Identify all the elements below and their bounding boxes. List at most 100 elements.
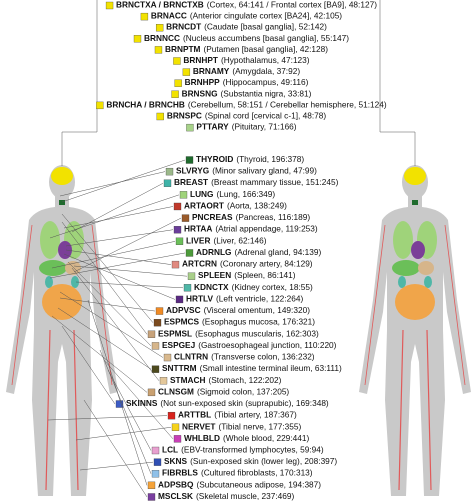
row-label: BREAST (Breast mammary tissue, 151:245) [174, 177, 339, 187]
color-swatch [165, 167, 174, 176]
leader-line [61, 221, 148, 335]
description: (Subcutaneous adipose, 194:387) [197, 480, 322, 490]
color-swatch [147, 388, 156, 397]
description: (Pancreas, 116:189) [236, 212, 311, 222]
description: (Atrial appendage, 119:253) [215, 224, 317, 234]
description: (Sun-exposed skin (lower leg), 208:397) [190, 456, 337, 466]
row-label: BRNHPT (Hypothalamus, 47:123) [183, 55, 309, 65]
row-label: BRNACC (Anterior cingulate cortex [BA24],… [151, 11, 342, 21]
color-swatch [153, 458, 162, 466]
row-label: HRTLV (Left ventricle, 122:264) [186, 294, 303, 304]
leader-line [99, 349, 152, 474]
leader-line [83, 399, 148, 498]
bracket-left [61, 0, 98, 166]
color-swatch [179, 191, 188, 199]
leader-line [65, 249, 172, 265]
leader-line [107, 369, 152, 451]
color-swatch [171, 423, 180, 431]
description: (Not sun-exposed skin (suprapubic), 169:… [160, 398, 329, 408]
color-swatch [173, 226, 182, 234]
leader-line [61, 213, 154, 323]
description: (Thyroid, 196:378) [236, 154, 304, 164]
leader-line [73, 217, 182, 273]
description: (Hypothalamus, 47:123) [221, 55, 310, 65]
row-label: BRNAMY (Amygdala, 37:92) [193, 66, 300, 76]
code: BRNCHA / BRNCHB [106, 100, 185, 110]
row-label: LIVER (Liver, 62:146) [186, 236, 267, 246]
code: BRNCTXA / BRNCTXB [116, 0, 204, 10]
body-right [358, 164, 472, 497]
description: (Minor salivary gland, 47:99) [212, 166, 317, 176]
code: CLNSGM [158, 387, 194, 397]
color-swatch [171, 260, 180, 269]
row-label: BRNNCC (Nucleus accumbens [basal ganglia]… [144, 33, 349, 43]
code: BRNCDT [166, 22, 201, 32]
row-label: ESPMSL (Esophagus muscularis, 162:303) [158, 328, 319, 338]
description: (Tibial artery, 187:367) [214, 410, 297, 420]
color-swatch [186, 123, 194, 132]
row-label: SLVRYG (Minor salivary gland, 47:99) [176, 166, 317, 176]
color-swatch [151, 342, 160, 350]
color-swatch [115, 400, 124, 408]
code: SNTTRM [162, 363, 197, 373]
color-swatch [173, 435, 182, 443]
code: FIBRBLS [162, 468, 198, 478]
row-label: BRNSNG (Substantia nigra, 33:81) [182, 88, 312, 98]
row-label: MSCLSK (Skeletal muscle, 237:469) [158, 491, 294, 501]
row-label: FIBRBLS (Cultured fibroblasts, 170:313) [162, 468, 313, 478]
leader-line [51, 241, 176, 269]
code: ESPMSL [158, 328, 192, 338]
leader-line [47, 415, 168, 421]
leader-line [49, 194, 180, 239]
description: (Spleen, 86:141) [234, 270, 296, 280]
leader-line [87, 299, 148, 486]
color-swatch [163, 179, 172, 187]
color-swatch [173, 202, 182, 211]
code: NERVET [182, 421, 216, 431]
code: BRNPTM [165, 44, 201, 54]
code: ARTTBL [178, 410, 211, 420]
leader-line [61, 325, 116, 405]
brain-list: BRNCTXA / BRNCTXB (Cortex, 64:141 / Front… [96, 0, 387, 132]
color-swatch [105, 1, 114, 10]
description: (Cultured fibroblasts, 170:313) [201, 468, 313, 478]
color-swatch [171, 90, 179, 98]
body-left [5, 164, 119, 497]
code: BREAST [174, 177, 208, 187]
color-swatch [181, 214, 190, 222]
description: (Transverse colon, 136:232) [211, 352, 315, 362]
code: ADPSBQ [158, 480, 194, 490]
code: ARTCRN [182, 259, 217, 269]
description: (Visceral omentum, 149:320) [204, 305, 311, 315]
description: (Cortex, 64:141 / Frontal cortex [BA9], … [207, 0, 377, 10]
leader-line [71, 267, 160, 381]
row-label: CLNSGM (Sigmoid colon, 137:205) [158, 387, 289, 397]
row-label: SNTTRM (Small intestine terminal ileum, 6… [162, 363, 342, 373]
description: (Small intestine terminal ileum, 63:111) [200, 363, 342, 373]
description: (Kidney cortex, 18:55) [232, 282, 313, 292]
description: (Gastroesophageal junction, 110:220) [198, 340, 336, 350]
code: CLNTRN [174, 352, 208, 362]
row-label: BRNHPP (Hippocampus, 49:116) [185, 77, 309, 87]
leader-line [63, 253, 176, 300]
code: HRTLV [186, 294, 214, 304]
leader-line [103, 359, 174, 440]
description: (Amygdala, 37:92) [232, 66, 300, 76]
code: SKNS [164, 456, 188, 466]
description: (Anterior cingulate cortex [BA24], 42:10… [190, 11, 342, 21]
row-label: LUNG (Lung, 166:349) [190, 189, 275, 199]
code: MSCLSK [158, 491, 193, 501]
color-swatch [163, 353, 172, 362]
color-swatch [147, 493, 156, 501]
code: ESPMCS [164, 317, 200, 327]
color-swatch [185, 156, 194, 164]
description: (Stomach, 122:202) [209, 375, 282, 385]
leader-line [67, 261, 152, 347]
code: PTTARY [196, 122, 229, 132]
leader-line [75, 281, 184, 289]
color-swatch [174, 79, 182, 87]
leader-line [57, 307, 152, 370]
code: STMACH [170, 375, 206, 385]
row-label: THYROID (Thyroid, 196:378) [196, 154, 304, 164]
row-label: SPLEEN (Spleen, 86:141) [198, 270, 296, 280]
